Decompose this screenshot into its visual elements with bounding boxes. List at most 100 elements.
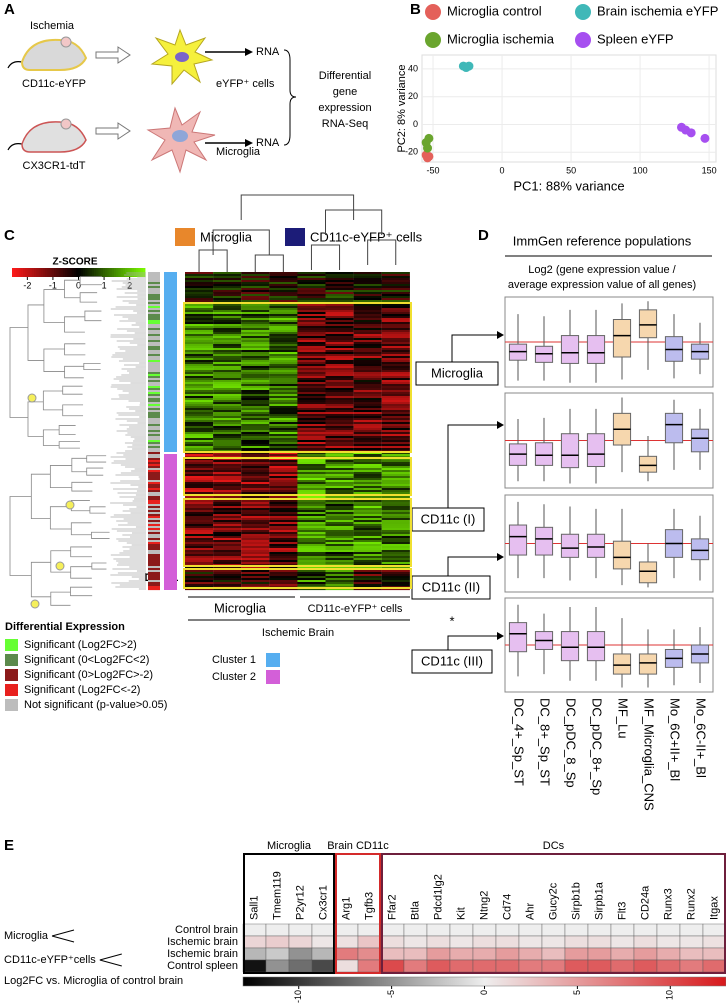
heat-row xyxy=(353,556,382,559)
heat-row xyxy=(297,384,326,387)
heat-row xyxy=(213,434,242,437)
heat-row xyxy=(381,548,410,551)
heat-row xyxy=(213,504,242,507)
de-track xyxy=(148,306,160,309)
heat-row xyxy=(185,502,214,505)
heat-cell xyxy=(702,947,726,961)
box xyxy=(560,533,580,558)
heat-row xyxy=(269,534,298,537)
heat-row xyxy=(241,506,270,509)
heat-row xyxy=(213,282,242,285)
heat-row xyxy=(325,286,354,289)
heat-row xyxy=(185,548,214,551)
heat-row xyxy=(381,300,410,303)
heat-row xyxy=(325,298,354,301)
heat-row xyxy=(353,454,382,457)
heat-row xyxy=(353,554,382,557)
heat-row xyxy=(325,332,354,335)
heat-cell xyxy=(518,959,543,973)
heat-row xyxy=(381,328,410,331)
heat-cell xyxy=(380,935,405,949)
heat-row xyxy=(185,430,214,433)
heat-row xyxy=(241,510,270,513)
heat-row xyxy=(353,400,382,403)
heat-cell xyxy=(357,935,382,949)
heat-row xyxy=(297,566,326,569)
heat-row xyxy=(213,376,242,379)
heat-row xyxy=(353,398,382,401)
row-label: Control brain xyxy=(175,924,238,936)
heat-row xyxy=(297,400,326,403)
heat-row xyxy=(381,452,410,455)
heat-row xyxy=(297,470,326,473)
heat-row xyxy=(185,484,214,487)
de-track xyxy=(148,468,160,471)
heat-cell xyxy=(610,959,635,973)
arrow xyxy=(95,122,131,140)
dendrogram-branch xyxy=(240,194,355,220)
colorbar-cell xyxy=(136,268,139,277)
heat-row xyxy=(185,296,214,299)
heat-row xyxy=(213,488,242,491)
heat-row xyxy=(185,556,214,559)
heat-row xyxy=(269,390,298,393)
heat-row xyxy=(241,318,270,321)
heat-row xyxy=(353,344,382,347)
heat-row xyxy=(353,544,382,547)
heat-row xyxy=(325,540,354,543)
heat-row xyxy=(353,396,382,399)
heat-row xyxy=(185,572,214,575)
heat-row xyxy=(381,316,410,319)
de-track xyxy=(148,576,160,579)
heat-row xyxy=(241,316,270,319)
column-label: Arg1 xyxy=(340,897,352,920)
heat-row xyxy=(185,324,214,327)
heat-row xyxy=(297,394,326,397)
de-track xyxy=(148,328,160,331)
heat-row xyxy=(185,514,214,517)
heat-row xyxy=(297,556,326,559)
heat-row xyxy=(185,462,214,465)
heat-row xyxy=(213,338,242,341)
heat-row xyxy=(297,552,326,555)
colorbar-tick-label: 10 xyxy=(665,990,675,1000)
heat-row xyxy=(325,400,354,403)
heat-row xyxy=(213,490,242,493)
heat-row xyxy=(297,464,326,467)
heat-row xyxy=(213,272,242,275)
heat-row xyxy=(269,406,298,409)
heat-row xyxy=(241,470,270,473)
de-track xyxy=(148,404,160,407)
heat-row xyxy=(297,324,326,327)
heat-row xyxy=(325,282,354,285)
heat-row xyxy=(213,462,242,465)
x-tick-label: DC_pDC_8_Sp xyxy=(564,698,579,788)
de-track xyxy=(148,278,160,281)
heat-row xyxy=(185,314,214,317)
heat-cell xyxy=(403,959,428,973)
box xyxy=(586,631,606,662)
heat-row xyxy=(381,360,410,363)
heat-row xyxy=(353,460,382,463)
de-track xyxy=(148,276,160,279)
heat-row xyxy=(213,550,242,553)
heat-row xyxy=(185,454,214,457)
legend-label: Spleen eYFP xyxy=(597,31,674,46)
heat-row xyxy=(353,566,382,569)
de-track xyxy=(148,390,160,393)
heat-row xyxy=(185,558,214,561)
heat-row xyxy=(213,298,242,301)
heat-row xyxy=(185,320,214,323)
dendrogram-branch xyxy=(70,566,92,579)
heat-row xyxy=(381,446,410,449)
point xyxy=(424,151,434,161)
heat-row xyxy=(185,550,214,553)
de-track xyxy=(148,402,160,405)
heat-row xyxy=(213,346,242,349)
heat-row xyxy=(325,580,354,583)
de-track xyxy=(148,564,160,567)
heat-row xyxy=(297,574,326,577)
arrow-head xyxy=(245,48,253,56)
heat-row xyxy=(353,370,382,373)
heat-row xyxy=(269,414,298,417)
